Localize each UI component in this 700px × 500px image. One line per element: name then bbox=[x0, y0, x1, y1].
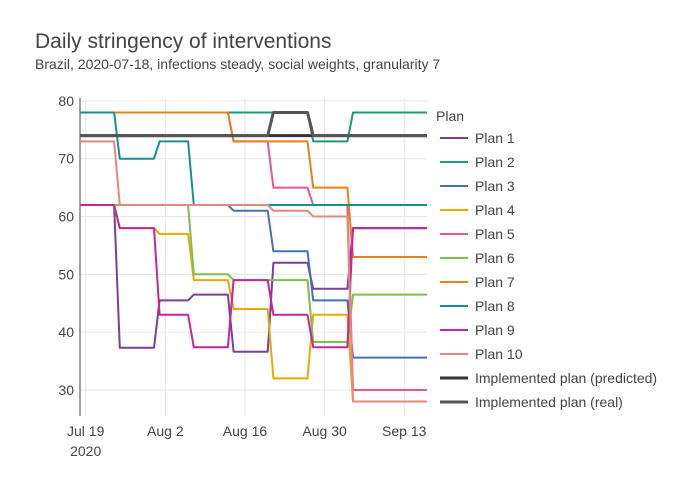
legend-item-8[interactable]: Plan 8 bbox=[440, 298, 515, 314]
x-tick-label-0: Jul 19 bbox=[67, 423, 105, 439]
legend-label-4: Plan 4 bbox=[475, 202, 515, 218]
axes: 30 40 50 60 70 80 Jul 19 2020 Aug 2 Aug 16 Aug 30 S… bbox=[58, 93, 426, 459]
legend-item-1[interactable]: Plan 1 bbox=[440, 130, 515, 146]
legend-item-11[interactable]: Implemented plan (predicted) bbox=[440, 370, 657, 386]
y-tick-label-50: 50 bbox=[58, 266, 74, 282]
legend-label-10: Plan 10 bbox=[475, 346, 523, 362]
series-lines bbox=[80, 111, 427, 403]
legend-item-12[interactable]: Implemented plan (real) bbox=[440, 394, 623, 410]
chart-title: Daily stringency of interventions bbox=[35, 30, 332, 53]
legend-item-2[interactable]: Plan 2 bbox=[440, 154, 515, 170]
legend-item-5[interactable]: Plan 5 bbox=[440, 226, 515, 242]
series-line-6 bbox=[80, 204, 427, 343]
legend-label-3: Plan 3 bbox=[475, 178, 515, 194]
series-line-8 bbox=[80, 111, 427, 206]
legend-label-2: Plan 2 bbox=[475, 154, 515, 170]
series-line-1 bbox=[80, 204, 427, 353]
y-tick-label-40: 40 bbox=[58, 324, 74, 340]
legend-label-9: Plan 9 bbox=[475, 322, 515, 338]
legend-item-4[interactable]: Plan 4 bbox=[440, 202, 515, 218]
legend-item-3[interactable]: Plan 3 bbox=[440, 178, 515, 194]
series-line-4 bbox=[80, 204, 427, 403]
legend-label-8: Plan 8 bbox=[475, 298, 515, 314]
x-tick-label-2: Aug 16 bbox=[223, 423, 268, 439]
x-tick-label-3: Aug 30 bbox=[302, 423, 347, 439]
y-tick-label-70: 70 bbox=[58, 151, 74, 167]
y-tick-label-80: 80 bbox=[58, 93, 74, 109]
series-line-2 bbox=[80, 111, 427, 143]
y-tick-label-30: 30 bbox=[58, 382, 74, 398]
series-line-10 bbox=[80, 140, 427, 403]
legend-label-12: Implemented plan (real) bbox=[475, 394, 623, 410]
legend-label-11: Implemented plan (predicted) bbox=[475, 370, 657, 386]
legend-item-10[interactable]: Plan 10 bbox=[440, 346, 523, 362]
legend-label-5: Plan 5 bbox=[475, 226, 515, 242]
legend-label-6: Plan 6 bbox=[475, 250, 515, 266]
legend: Plan Plan 1 Plan 2 Plan 3 Plan 4 Plan 5 Plan 6… bbox=[436, 108, 657, 410]
legend-item-9[interactable]: Plan 9 bbox=[440, 322, 515, 338]
x-tick-sublabel-0: 2020 bbox=[70, 443, 101, 459]
legend-label-7: Plan 7 bbox=[475, 274, 515, 290]
legend-item-6[interactable]: Plan 6 bbox=[440, 250, 515, 266]
legend-title: Plan bbox=[436, 108, 464, 124]
series-line-12 bbox=[80, 111, 427, 138]
y-tick-label-60: 60 bbox=[58, 209, 74, 225]
x-tick-label-4: Sep 13 bbox=[382, 423, 427, 439]
legend-label-1: Plan 1 bbox=[475, 130, 515, 146]
series-line-9 bbox=[80, 204, 427, 349]
x-tick-label-1: Aug 2 bbox=[147, 423, 184, 439]
legend-item-7[interactable]: Plan 7 bbox=[440, 274, 515, 290]
chart-subtitle: Brazil, 2020-07-18, infections steady, s… bbox=[35, 56, 441, 72]
